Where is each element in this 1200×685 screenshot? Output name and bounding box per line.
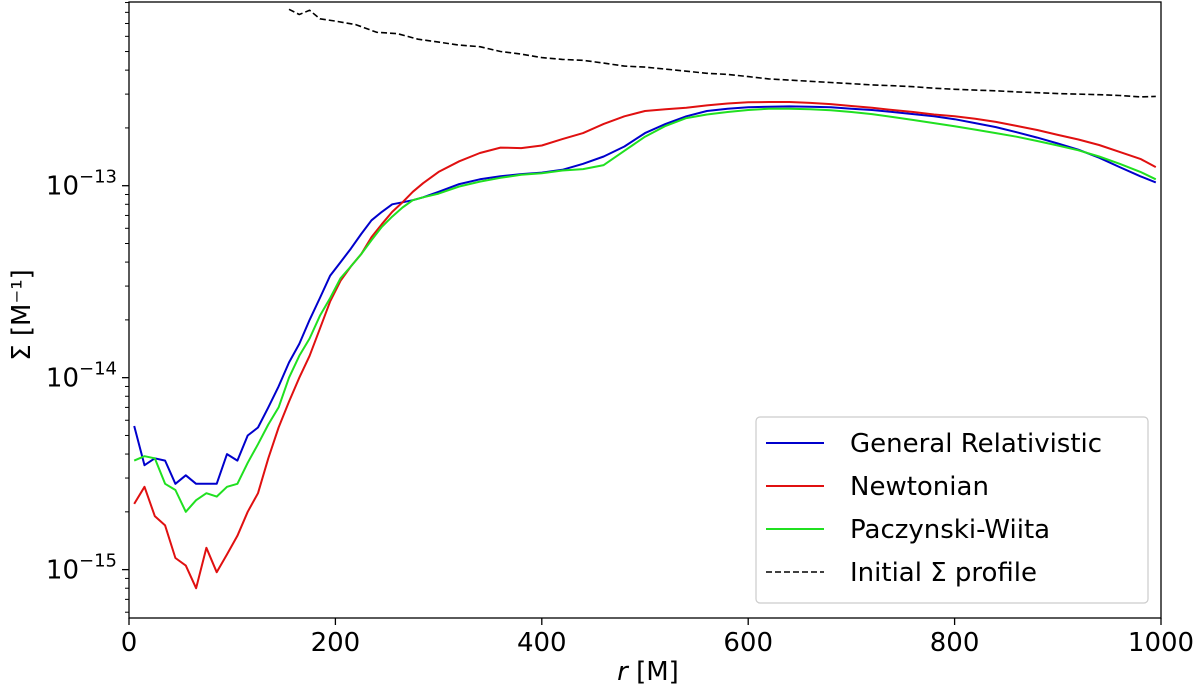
series-layer [133, 8, 1157, 590]
x-tick-label: 600 [723, 628, 773, 658]
x-axis-label-unit: [M] [636, 657, 679, 685]
series-line-2 [133, 107, 1157, 513]
legend-label-3: Initial Σ profile [850, 558, 1037, 588]
x-tick-label: 0 [121, 628, 138, 658]
y-tick-label: 10−14 [46, 359, 117, 394]
x-tick-label: 200 [311, 628, 361, 658]
legend: General Relativistic Newtonian Paczynski-W… [755, 416, 1149, 604]
series-line-1 [133, 101, 1157, 590]
legend-label-2: Paczynski-Wiita [850, 515, 1050, 545]
legend-box [755, 416, 1149, 604]
x-tick-label: 1000 [1128, 628, 1194, 658]
y-tick-label: 10−13 [46, 167, 117, 202]
plot-frame [128, 1, 1162, 619]
y-axis-label: Σ [M⁻¹] [7, 269, 37, 361]
legend-label-0: General Relativistic [850, 429, 1102, 459]
x-axis-label-var: r [617, 657, 630, 685]
series-line-0 [133, 105, 1157, 485]
y-tick-label: 10−15 [46, 551, 117, 586]
x-tick-label: 400 [517, 628, 567, 658]
x-axis-label: r [M] [617, 657, 679, 685]
axes-layer: 0 200 400 600 800 1000 10−13 10−14 10−15 [46, 1, 1194, 658]
series-line-3 [288, 8, 1156, 98]
legend-label-1: Newtonian [850, 472, 989, 502]
x-tick-label: 800 [930, 628, 980, 658]
